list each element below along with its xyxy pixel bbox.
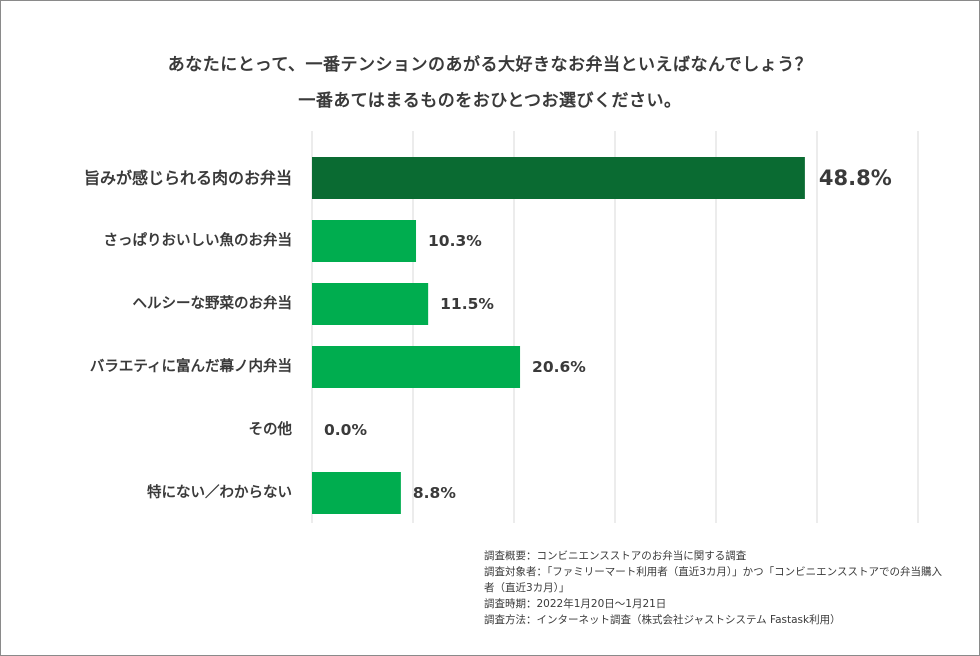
- bar: [312, 346, 521, 388]
- category-label: 旨みが感じられる肉のお弁当: [84, 169, 292, 188]
- data-label: 48.8%: [819, 166, 892, 190]
- note-line: 調査方法：インターネット調査（株式会社ジャストシステム Fastask利用）: [484, 614, 841, 626]
- note-line: 調査時期：2022年1月20日～1月21日: [484, 598, 667, 610]
- bar: [312, 157, 805, 199]
- note-line: 者（直近3カ月）」: [484, 582, 570, 594]
- bar: [312, 283, 429, 325]
- category-label: その他: [249, 420, 293, 438]
- data-label: 8.8%: [413, 484, 456, 502]
- chart-title-line-1: あなたにとって、一番テンションのあがる大好きなお弁当といえばなんでしょう？: [167, 55, 813, 75]
- data-label: 20.6%: [532, 358, 586, 376]
- bar: [312, 220, 417, 262]
- category-label: 特にない／わからない: [147, 483, 292, 501]
- note-line: 調査対象者：「ファミリーマート利用者（直近3カ月）」かつ「コンビニエンスストアで…: [484, 566, 942, 578]
- data-label: 0.0%: [324, 421, 367, 439]
- data-label: 11.5%: [440, 295, 494, 313]
- note-line: 調査概要：コンビニエンスストアのお弁当に関する調査: [484, 550, 747, 562]
- category-label: ヘルシーな野菜のお弁当: [133, 294, 293, 312]
- chart-title-line-2: 一番あてはまるものをおひとつお選びください。: [298, 91, 682, 111]
- data-label: 10.3%: [428, 232, 482, 250]
- category-label: さっぱりおいしい魚のお弁当: [104, 231, 293, 249]
- category-label: バラエティに富んだ幕ノ内弁当: [90, 357, 292, 375]
- bar-chart: 旨みが感じられる肉のお弁当 48.8% さっぱりおいしい魚のお弁当 10.3% ヘルシー…: [84, 131, 919, 523]
- survey-notes: 調査概要：コンビニエンスストアのお弁当に関する調査 調査対象者：「ファミリーマー…: [484, 548, 964, 628]
- bar: [312, 472, 401, 514]
